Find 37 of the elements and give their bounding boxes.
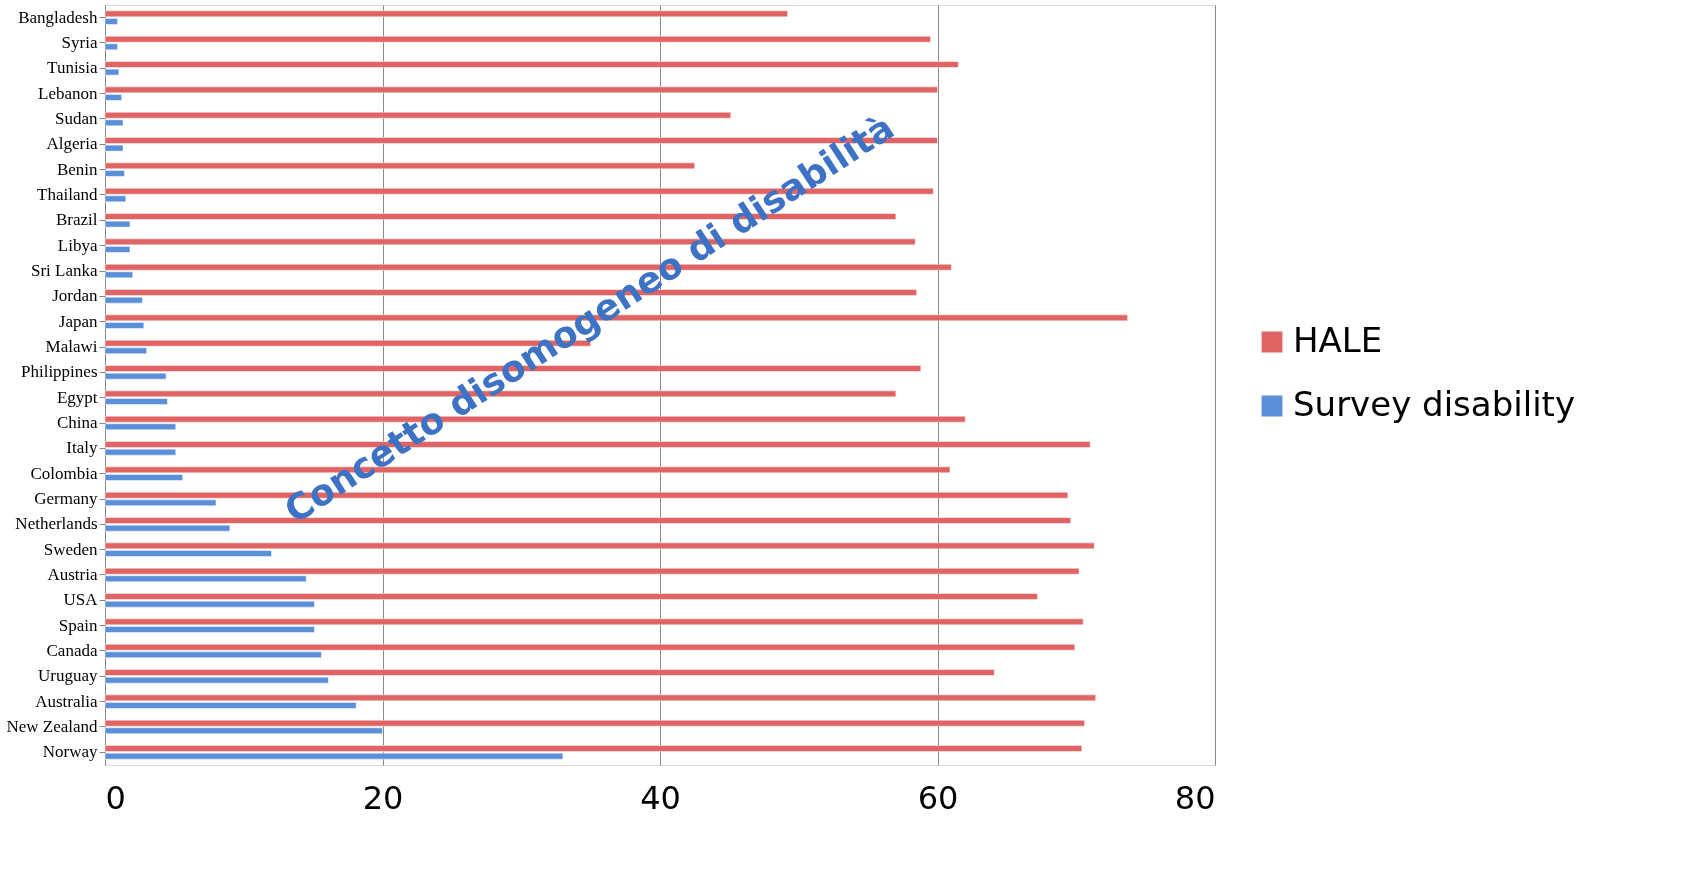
y-tick-label: Uruguay [38,666,98,686]
y-tick-label: Sweden [43,539,98,559]
y-tick-label: Syria [61,33,98,52]
y-tick-label: Bangladesh [18,7,98,27]
x-tick-label: 60 [917,778,959,817]
legend-label: Survey disability [1293,384,1576,424]
y-tick-label: Thailand [37,185,98,204]
y-tick-label: Jordan [52,286,98,306]
y-tick-label: Sudan [55,109,98,128]
y-tick-label: Lebanon [38,83,98,103]
y-tick-label: Netherlands [15,514,98,534]
y-tick-label: Canada [46,641,98,660]
y-tick-label: Tunisia [47,58,98,78]
y-tick-label: China [56,413,98,432]
x-tick-label: 0 [105,778,126,817]
y-tick-label: Spain [58,615,98,635]
x-tick-label: 80 [1174,778,1216,817]
y-tick-label: Germany [34,489,98,508]
y-tick-label: Egypt [56,387,98,407]
x-tick-label: 20 [362,778,404,817]
x-tick-label: 40 [640,778,681,817]
y-tick-label: Algeria [46,134,98,154]
y-tick-label: Australia [35,691,98,711]
legend-label: HALE [1293,320,1383,360]
y-tick-label: Sri Lanka [30,261,98,280]
y-tick-label: Brazil [55,210,98,230]
y-tick-label: Japan [58,311,98,331]
y-tick-label: Colombia [30,463,98,483]
y-tick-label: USA [63,590,99,610]
y-tick-label: New Zealand [6,717,98,736]
y-tick-label: Italy [66,438,98,458]
y-tick-label: Benin [56,159,98,179]
y-tick-label: Philippines [20,362,98,382]
y-tick-label: Malawi [45,337,98,356]
y-tick-label: Austria [47,565,98,584]
y-tick-label: Norway [42,742,98,762]
y-tick-label: Libya [57,235,98,255]
